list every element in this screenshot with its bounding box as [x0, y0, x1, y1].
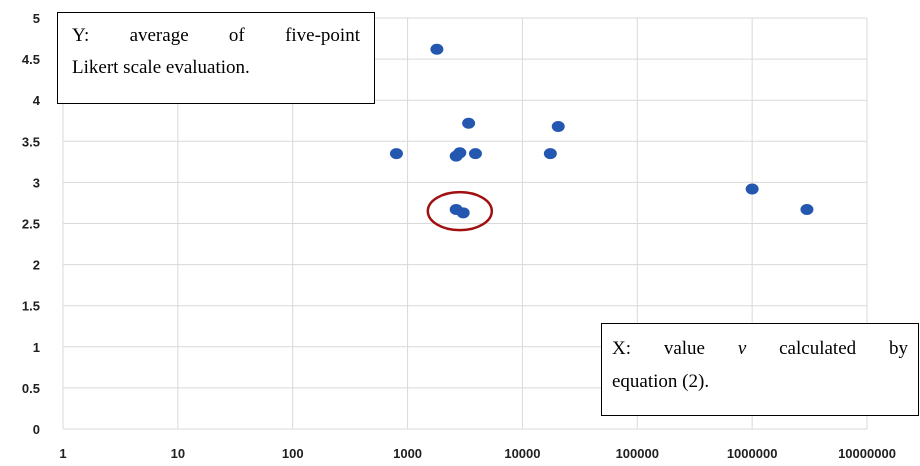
x-tick-label: 100000	[616, 446, 659, 461]
data-point	[543, 148, 557, 160]
y-description-line-2: Likert scale evaluation.	[72, 57, 250, 78]
data-point	[462, 117, 476, 129]
y-tick-label: 3.5	[22, 134, 40, 149]
x-description-line-2: equation (2).	[612, 371, 710, 392]
y-description-line-1: Y: average of five-point	[72, 25, 360, 46]
x-tick-label: 10000000	[838, 446, 896, 461]
data-point	[456, 207, 470, 219]
x-description-suffix: calculated by	[746, 338, 908, 359]
y-tick-label: 0	[33, 422, 40, 437]
data-point	[800, 204, 814, 216]
highlight-annotation	[426, 190, 494, 232]
y-tick-label: 0.5	[22, 381, 40, 396]
y-tick-label: 2.5	[22, 217, 40, 232]
y-tick-label: 2	[33, 258, 40, 273]
x-tick-label: 1000000	[727, 446, 778, 461]
y-axis-tick-labels: 0 0.5 1 1.5 2 2.5 3 3.5 4 4.5 5	[22, 11, 41, 437]
x-axis-tick-labels: 1 10 100 1000 10000 100000 1000000 10000000	[59, 446, 896, 461]
y-tick-label: 1	[33, 340, 40, 355]
y-axis-description-box: Y: average of five-point Likert scale ev…	[57, 12, 375, 104]
x-description-variable: v	[737, 338, 747, 359]
y-tick-label: 4.5	[22, 52, 40, 67]
y-tick-label: 1.5	[22, 299, 40, 314]
x-tick-label: 100	[282, 446, 304, 461]
x-tick-label: 10	[171, 446, 185, 461]
data-point	[551, 121, 565, 133]
data-point	[468, 148, 482, 160]
x-tick-label: 1	[59, 446, 66, 461]
x-description-line-1: X: value v calculated by	[612, 332, 908, 365]
y-tick-label: 5	[33, 11, 40, 26]
data-point	[745, 183, 759, 195]
data-point	[389, 148, 403, 160]
data-point	[453, 147, 467, 159]
data-point	[430, 43, 444, 55]
x-description-prefix: X: value	[612, 338, 738, 359]
data-points	[389, 43, 814, 219]
highlight-ellipse	[426, 190, 494, 232]
x-axis-description-box: X: value v calculated by equation (2).	[601, 323, 919, 416]
y-tick-label: 3	[33, 175, 40, 190]
x-tick-label: 1000	[393, 446, 422, 461]
y-tick-label: 4	[33, 93, 41, 108]
x-tick-label: 10000	[504, 446, 540, 461]
